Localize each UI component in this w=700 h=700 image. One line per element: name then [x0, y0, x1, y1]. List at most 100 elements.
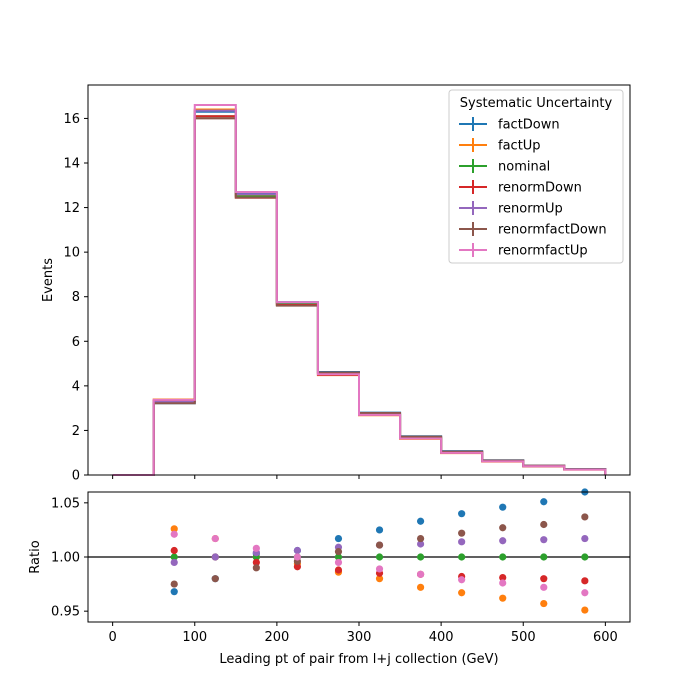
ratio-point-nominal — [499, 553, 507, 561]
ratio-point-renormDown — [170, 546, 178, 555]
ratio-y-ticks: 0.95 1.00 1.05 — [51, 496, 88, 620]
ratio-point-nominal — [375, 553, 384, 561]
ratio-point-renormfactUp — [458, 576, 466, 584]
histogram-frame — [87, 84, 631, 476]
ratio-point-renormDown — [334, 566, 343, 574]
ratio-x-tick-label: 0 — [108, 630, 116, 645]
ratio-point-factUp — [375, 575, 384, 583]
ratio-point-renormfactUp — [252, 544, 260, 552]
ratio-point-renormUp — [170, 558, 178, 567]
ratio-x-tick-label: 300 — [347, 630, 372, 645]
legend: Systematic Uncertainty factDown factUp nom… — [448, 89, 624, 264]
ratio-point-renormfactUp — [375, 565, 384, 573]
ratio-point-renormDown — [499, 573, 507, 582]
ratio-point-renormfactUp — [540, 583, 548, 591]
legend-label-factDown: factDown — [498, 118, 560, 133]
ratio-x-tick-label: 600 — [593, 630, 618, 645]
ratio-point-renormfactUp — [170, 530, 178, 538]
legend-entries: factDown factUp nominal renormDown renormUp r… — [459, 117, 607, 259]
ratio-point-factUp — [581, 606, 589, 614]
ratio-x-tick-label: 400 — [429, 630, 454, 645]
ratio-y-tick-label: 1.05 — [51, 496, 80, 511]
ratio-point-renormfactDown — [499, 524, 507, 532]
ratio-point-nominal — [170, 553, 178, 561]
ratio-panel: 0.95 1.00 1.05 0 100 200 300 400 500 600 Ratio L… — [28, 488, 631, 667]
ratio-point-renormUp — [581, 534, 589, 543]
ratio-point-factDown — [416, 517, 425, 525]
histogram-y-tick-label: 10 — [63, 246, 80, 261]
ratio-point-renormfactDown — [375, 541, 384, 549]
ratio-point-renormUp — [293, 546, 302, 555]
histogram-y-ticks: 0 2 4 6 8 10 12 14 16 — [63, 112, 88, 484]
legend-label-renormUp: renormUp — [498, 202, 563, 217]
ratio-y-tick-label: 0.95 — [51, 605, 80, 620]
ratio-y-axis-label: Ratio — [28, 540, 43, 573]
legend-label-factUp: factUp — [498, 139, 541, 154]
ratio-x-ticks: 0 100 200 300 400 500 600 — [108, 622, 618, 645]
ratio-point-nominal — [334, 553, 343, 561]
ratio-point-renormUp — [499, 537, 507, 545]
ratio-point-renormfactUp — [499, 579, 507, 587]
ratio-point-renormfactDown — [211, 575, 219, 583]
ratio-y-tick-label: 1.00 — [51, 551, 80, 566]
ratio-point-renormUp — [416, 540, 425, 548]
ratio-point-renormUp — [211, 553, 219, 561]
ratio-point-factUp — [540, 599, 548, 608]
ratio-point-renormUp — [540, 536, 548, 544]
legend-label-nominal: nominal — [498, 160, 550, 175]
ratio-point-renormfactUp — [211, 534, 219, 543]
ratio-point-renormfactDown — [540, 520, 548, 529]
ratio-point-renormfactDown — [581, 513, 589, 521]
ratio-point-factUp — [170, 525, 178, 533]
histogram-panel: 0 2 4 6 8 10 12 14 16 Events Systematic Uncertai… — [41, 84, 631, 484]
histogram-y-tick-label: 2 — [72, 424, 80, 439]
histogram-y-tick-label: 16 — [63, 112, 80, 127]
ratio-point-renormfactUp — [581, 589, 589, 597]
ratio-point-renormfactUp — [293, 553, 302, 561]
legend-label-renormfactUp: renormfactUp — [498, 244, 588, 259]
ratio-point-factDown — [499, 503, 507, 511]
histogram-series-group — [112, 104, 607, 476]
ratio-series-group — [170, 488, 589, 614]
legend-label-renormfactDown: renormfactDown — [498, 223, 607, 238]
legend-box — [448, 89, 624, 264]
ratio-point-factUp — [499, 594, 507, 602]
ratio-point-factUp — [416, 583, 425, 591]
ratio-point-renormDown — [293, 563, 302, 571]
legend-title: Systematic Uncertainty — [460, 96, 613, 111]
ratio-point-nominal — [540, 553, 548, 561]
ratio-point-factDown — [458, 510, 466, 518]
ratio-point-renormfactDown — [416, 534, 425, 543]
ratio-x-tick-label: 200 — [264, 630, 289, 645]
ratio-point-nominal — [458, 553, 466, 561]
ratio-point-renormfactUp — [416, 570, 425, 578]
ratio-x-tick-label: 500 — [511, 630, 536, 645]
ratio-point-factDown — [375, 526, 384, 534]
histogram-y-tick-label: 8 — [72, 290, 80, 305]
ratio-point-renormDown — [581, 577, 589, 585]
ratio-point-factUp — [458, 589, 466, 597]
ratio-point-renormfactDown — [170, 580, 178, 588]
ratio-point-nominal — [581, 553, 589, 561]
ratio-point-renormDown — [540, 575, 548, 583]
ratio-point-factDown — [540, 498, 548, 506]
ratio-point-factDown — [170, 588, 178, 596]
ratio-point-renormfactUp — [334, 558, 343, 567]
ratio-point-renormfactDown — [252, 564, 260, 572]
histogram-y-tick-label: 6 — [72, 335, 80, 350]
ratio-point-renormfactDown — [458, 529, 466, 537]
ratio-point-renormfactDown — [334, 547, 343, 556]
ratio-point-renormDown — [252, 558, 260, 567]
histogram-y-tick-label: 12 — [63, 201, 80, 216]
ratio-point-factDown — [334, 534, 343, 543]
ratio-x-tick-label: 100 — [182, 630, 207, 645]
ratio-point-renormUp — [458, 538, 466, 546]
ratio-frame — [87, 491, 631, 623]
histogram-x-ticks — [112, 475, 606, 479]
ratio-point-nominal — [416, 553, 425, 561]
histogram-y-axis-label: Events — [41, 258, 56, 302]
histogram-y-tick-label: 14 — [63, 157, 80, 172]
legend-label-renormDown: renormDown — [498, 181, 582, 196]
x-axis-label: Leading pt of pair from l+j collection (… — [219, 652, 498, 667]
